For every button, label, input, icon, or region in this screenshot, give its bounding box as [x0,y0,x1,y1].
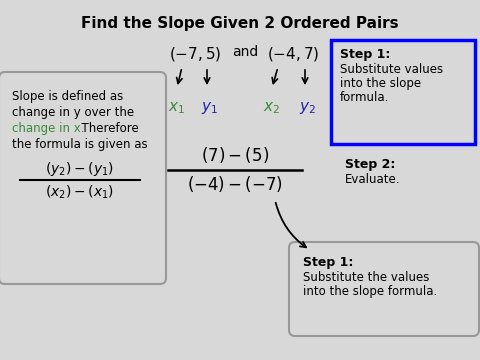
Text: change in y over the: change in y over the [12,106,134,119]
Text: into the slope: into the slope [340,77,421,90]
Text: Substitute the values: Substitute the values [303,271,430,284]
Text: $y_2$: $y_2$ [300,100,316,116]
Text: Evaluate.: Evaluate. [345,173,400,186]
Text: into the slope formula.: into the slope formula. [303,285,437,298]
Text: $y_1$: $y_1$ [202,100,218,116]
Text: Step 1:: Step 1: [303,256,353,269]
Text: the formula is given as: the formula is given as [12,138,148,151]
FancyBboxPatch shape [289,242,479,336]
Text: $(y_2)-(y_1)$: $(y_2)-(y_1)$ [46,160,115,178]
FancyBboxPatch shape [0,72,166,284]
Text: Step 2:: Step 2: [345,158,396,171]
Text: $x_1$: $x_1$ [168,100,186,116]
Text: $x_2$: $x_2$ [264,100,280,116]
Text: Therefore: Therefore [74,122,139,135]
Text: and: and [232,45,258,59]
Text: Substitute values: Substitute values [340,63,443,76]
Text: Slope is defined as: Slope is defined as [12,90,123,103]
FancyBboxPatch shape [331,40,475,144]
Text: Find the Slope Given 2 Ordered Pairs: Find the Slope Given 2 Ordered Pairs [81,16,399,31]
Text: $(-4,7)$: $(-4,7)$ [267,45,319,63]
Text: $(-4)-(-7)$: $(-4)-(-7)$ [187,174,283,194]
Text: $(-7,5)$: $(-7,5)$ [169,45,221,63]
Text: $(x_2)-(x_1)$: $(x_2)-(x_1)$ [46,184,115,201]
Text: formula.: formula. [340,91,389,104]
Text: Step 1:: Step 1: [340,48,390,61]
Text: change in x.: change in x. [12,122,84,135]
Text: $(7)-(5)$: $(7)-(5)$ [201,145,269,165]
